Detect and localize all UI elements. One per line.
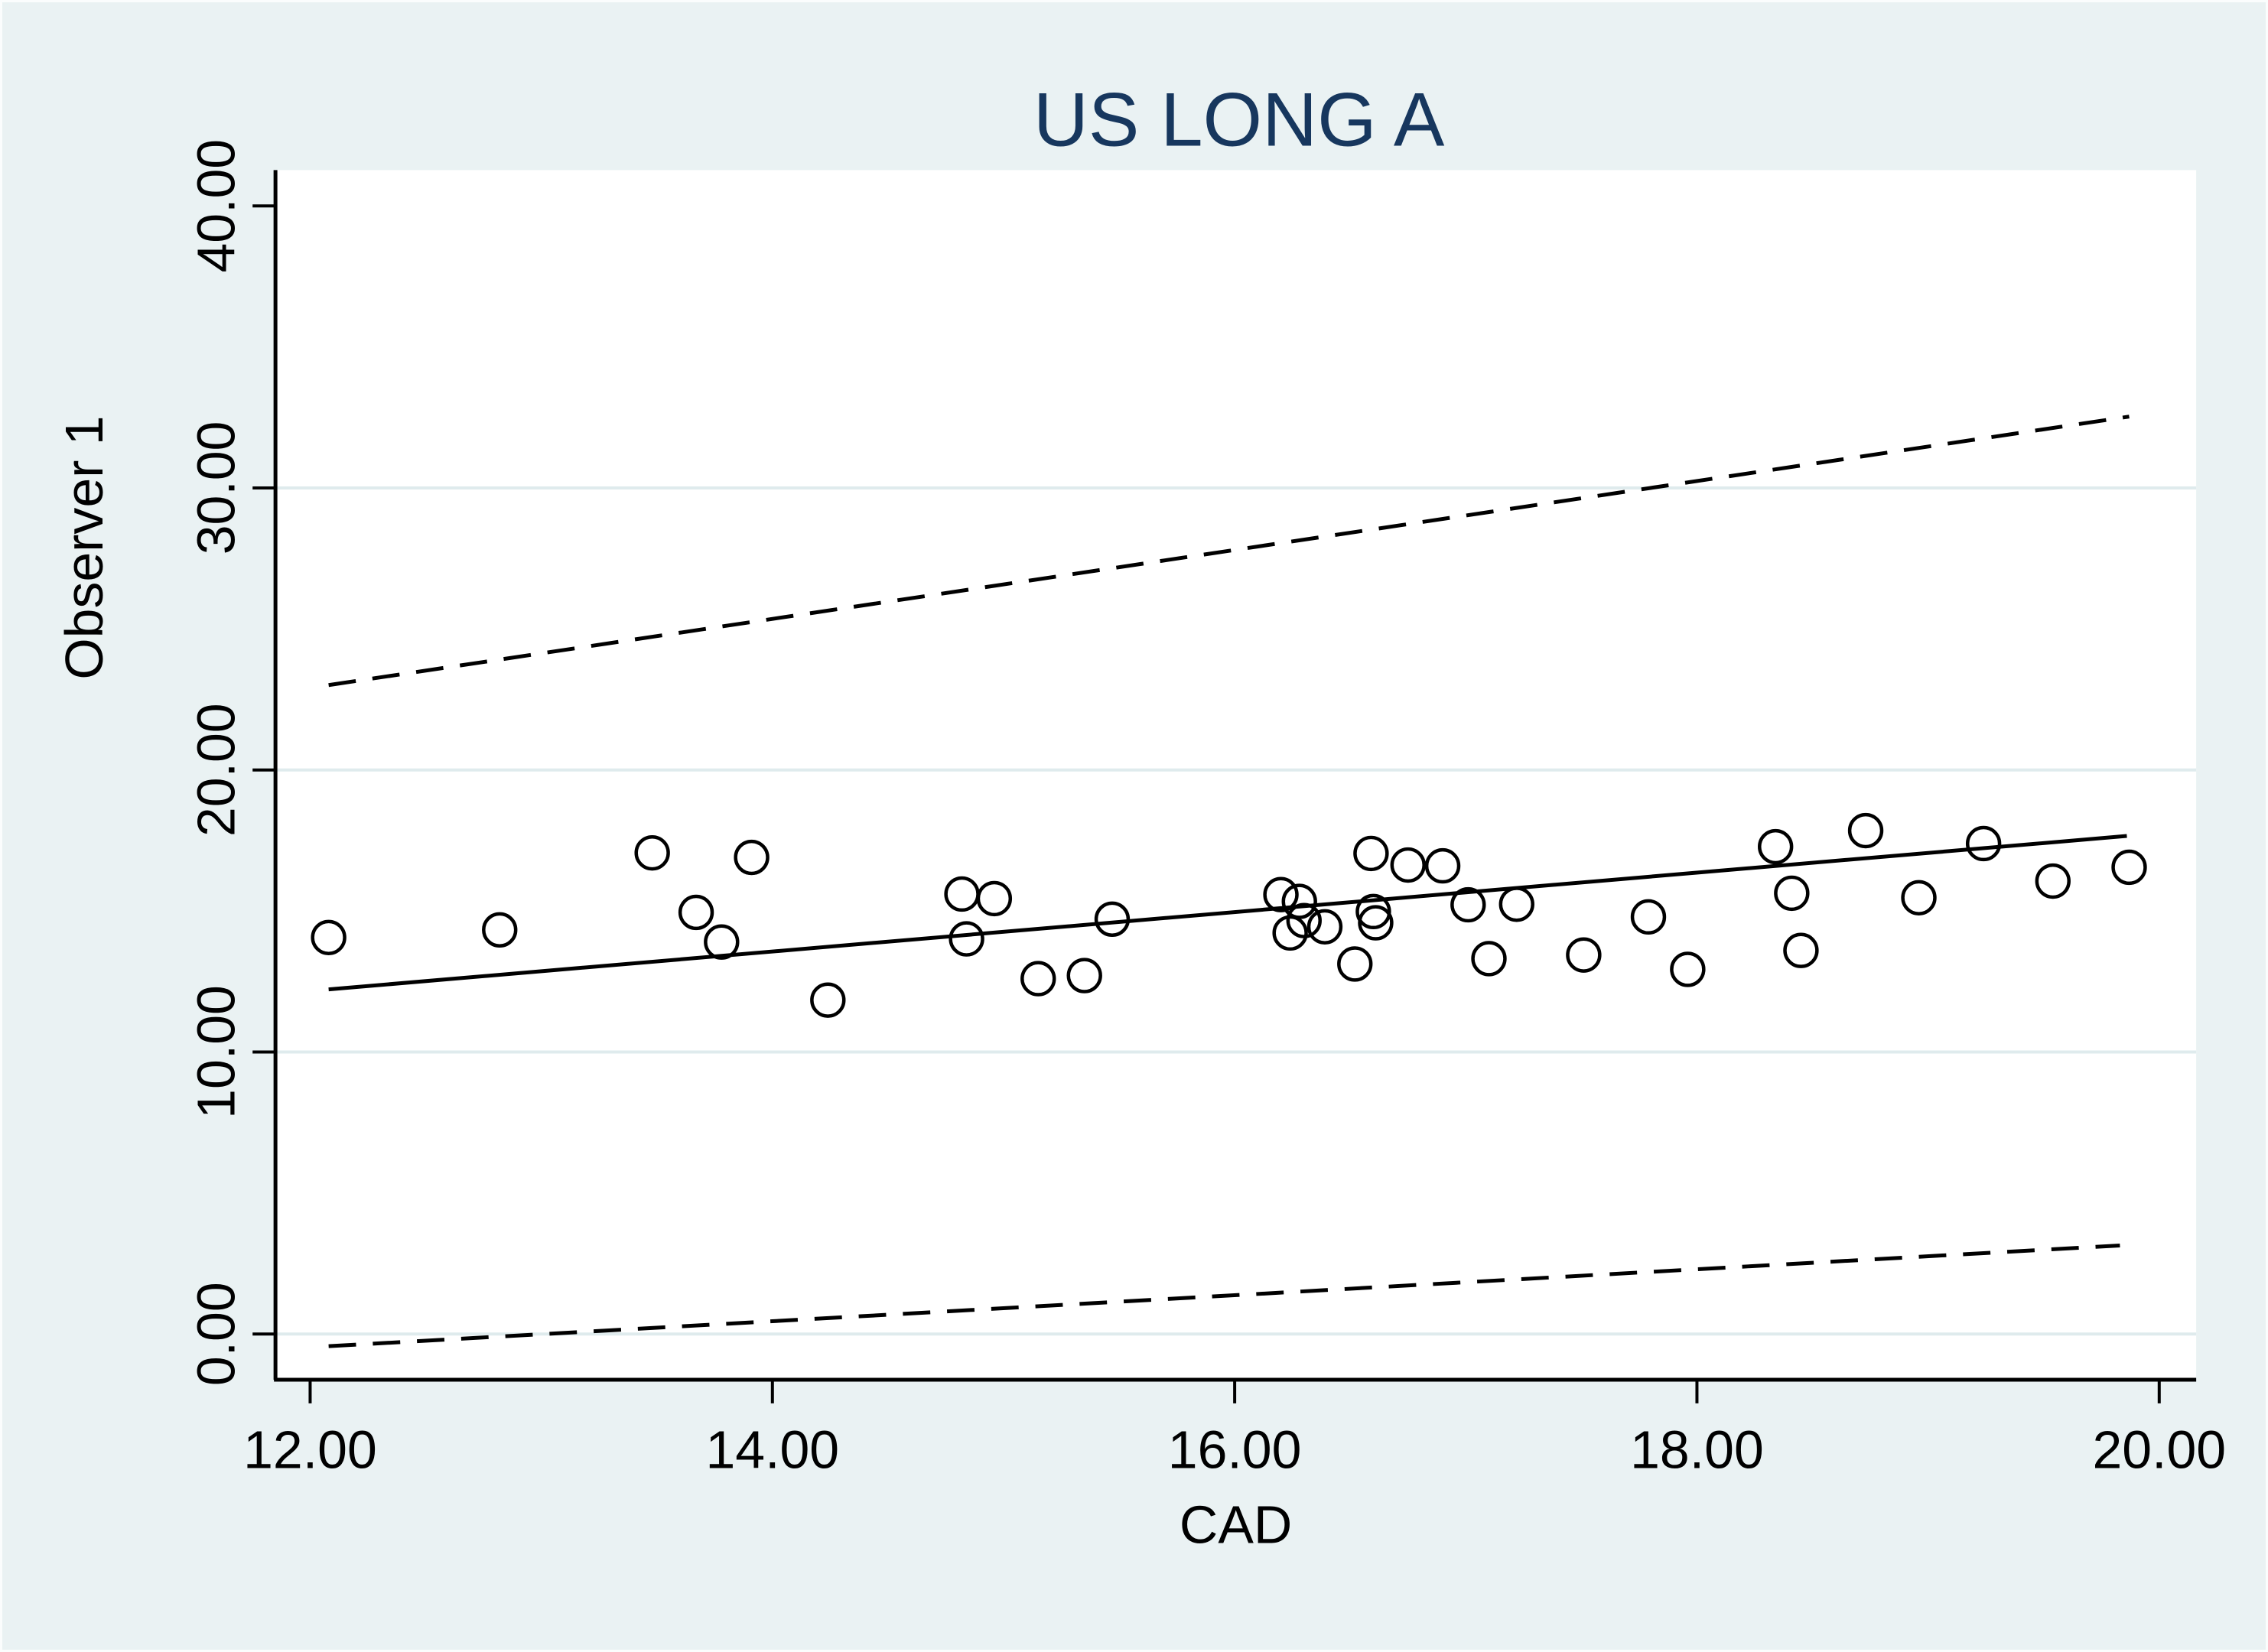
data-point xyxy=(1566,937,1602,973)
data-point xyxy=(1424,847,1461,884)
data-point xyxy=(1774,875,1810,912)
regression-line xyxy=(328,834,2127,992)
x-tick-label: 18.00 xyxy=(1630,1420,1764,1480)
chart-title: US LONG A xyxy=(1033,77,1445,162)
data-point xyxy=(1471,941,1507,977)
data-point xyxy=(1306,909,1343,945)
scatter-points xyxy=(311,812,2147,1018)
data-point xyxy=(1758,828,1794,865)
data-point xyxy=(1337,946,1373,982)
data-point xyxy=(2035,863,2071,899)
gridlines xyxy=(275,486,2197,1336)
data-point xyxy=(1783,932,1819,968)
data-point xyxy=(2111,849,2147,886)
plot-area xyxy=(275,170,2197,1380)
y-tick-label: 20.00 xyxy=(186,703,246,837)
data-point xyxy=(1286,902,1322,938)
data-point xyxy=(1353,835,1389,872)
data-point xyxy=(1358,905,1394,941)
y-tick-label: 30.00 xyxy=(186,421,246,555)
data-point xyxy=(1498,886,1534,922)
x-tick-label: 20.00 xyxy=(2092,1420,2226,1480)
data-point xyxy=(1630,899,1667,935)
x-tick-label: 16.00 xyxy=(1168,1420,1302,1480)
y-tick-label: 10.00 xyxy=(186,985,246,1119)
data-point xyxy=(1390,847,1426,883)
y-tick-label: 40.00 xyxy=(186,139,246,273)
tick-labels: 0.00 10.00 20.00 30.00 40.00 12.00 14.00 16.00 1… xyxy=(186,139,2226,1480)
data-point xyxy=(976,880,1013,917)
data-point xyxy=(1020,961,1056,997)
data-point xyxy=(1450,886,1486,923)
data-point xyxy=(1670,951,1706,987)
tick-marks xyxy=(252,204,2161,1403)
data-point xyxy=(704,924,740,960)
data-point xyxy=(949,921,984,957)
data-point xyxy=(1066,958,1102,993)
y-tick-label: 0.00 xyxy=(186,1282,246,1386)
data-point xyxy=(1901,880,1937,915)
y-axis-title: Observer 1 xyxy=(54,415,114,679)
x-tick-label: 14.00 xyxy=(705,1420,839,1480)
data-point xyxy=(1355,893,1391,930)
lower-limit-line xyxy=(328,1243,2120,1348)
data-point xyxy=(678,894,714,931)
data-point xyxy=(734,839,770,876)
data-point xyxy=(1094,901,1131,937)
data-point xyxy=(810,982,846,1018)
data-point xyxy=(311,919,347,955)
data-point xyxy=(1281,883,1317,919)
upper-limit-line xyxy=(328,415,2130,688)
data-point xyxy=(634,834,670,871)
data-point xyxy=(1263,876,1299,912)
x-axis-title: CAD xyxy=(1180,1494,1292,1554)
data-point xyxy=(482,912,518,948)
data-point xyxy=(1272,915,1308,951)
x-tick-label: 12.00 xyxy=(243,1420,377,1480)
series-lines xyxy=(328,415,2130,1348)
data-point xyxy=(1965,825,2002,862)
data-point xyxy=(1847,812,1884,849)
